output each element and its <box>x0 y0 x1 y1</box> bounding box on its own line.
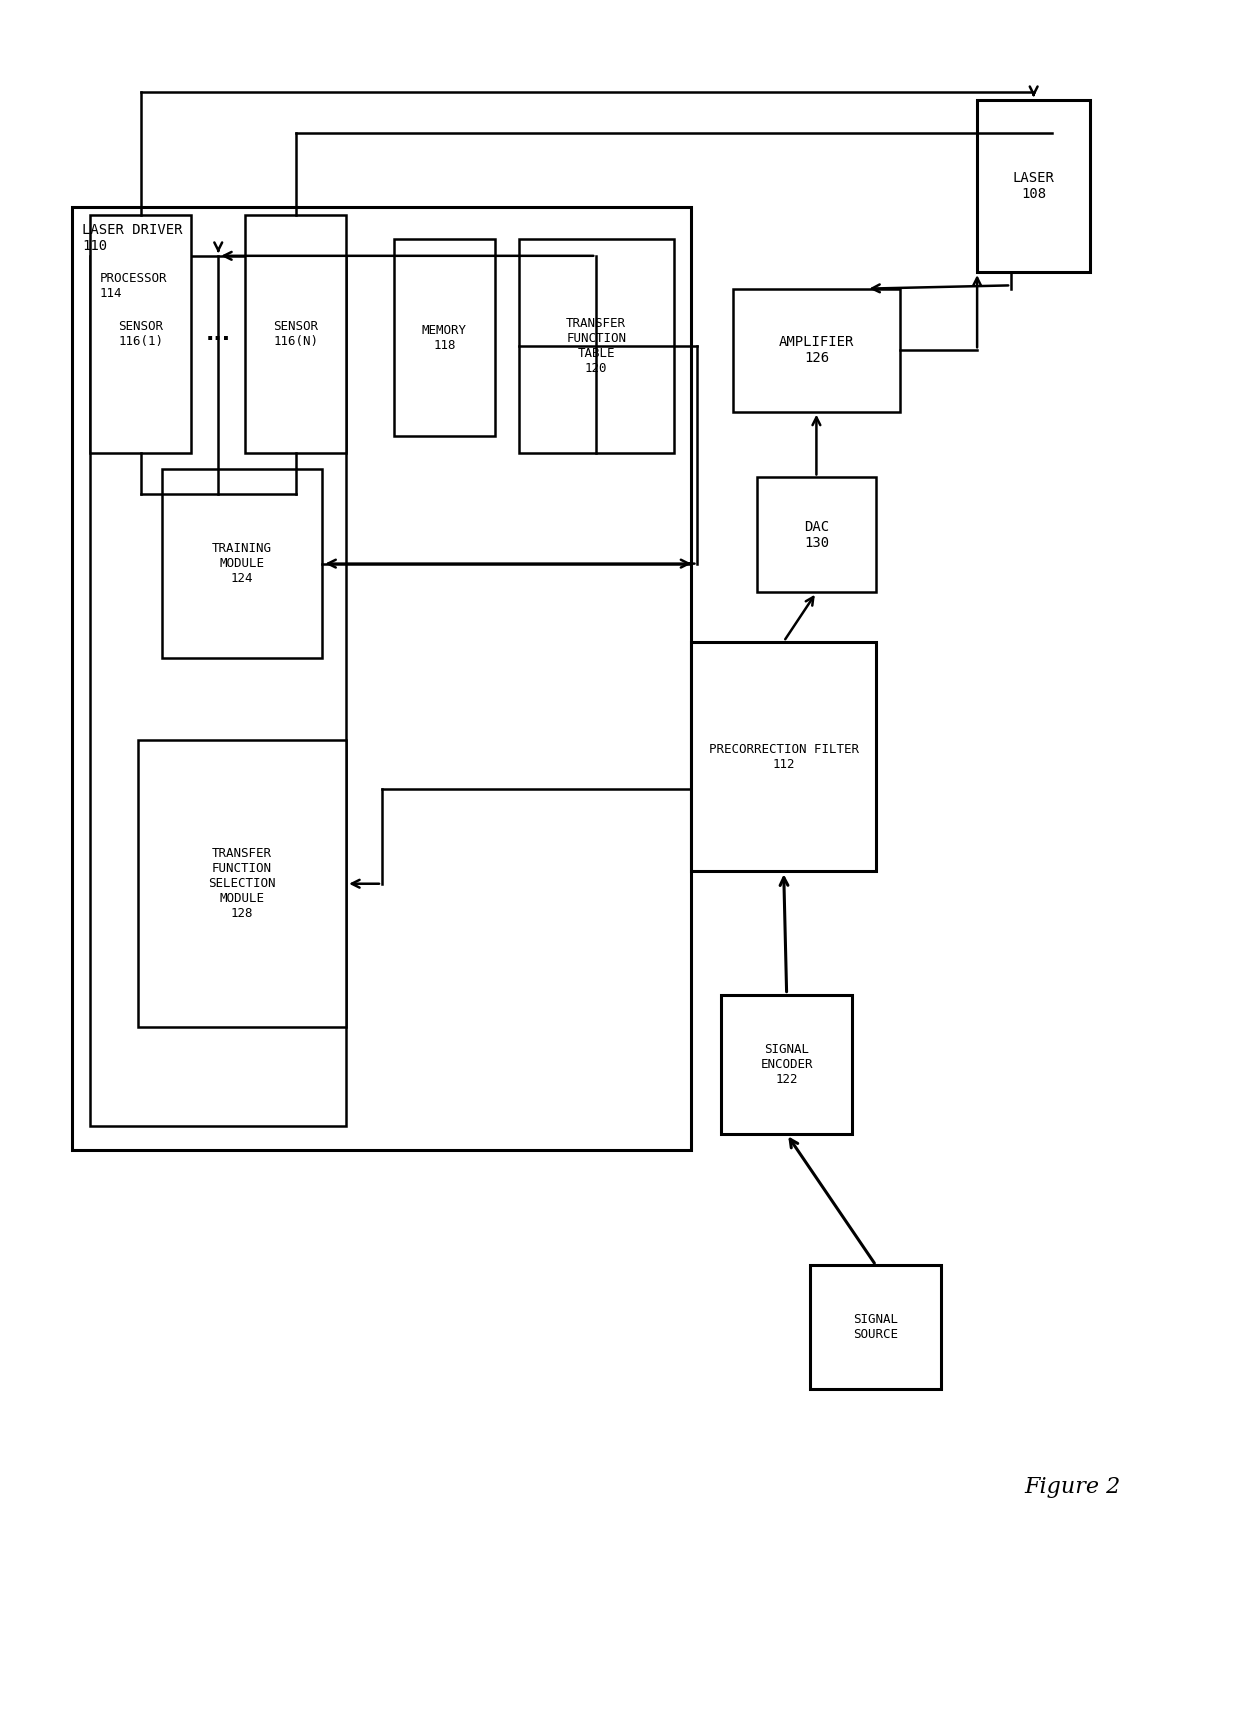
Text: Figure 2: Figure 2 <box>1024 1476 1121 1498</box>
Bar <box>722 995 852 1134</box>
Text: MEMORY
118: MEMORY 118 <box>422 323 467 352</box>
Text: SENSOR
116(1): SENSOR 116(1) <box>118 320 164 347</box>
Text: LASER
108: LASER 108 <box>1013 171 1054 202</box>
Bar <box>138 740 346 1028</box>
Bar <box>91 215 191 453</box>
Bar <box>756 477 875 592</box>
Text: TRANSFER
FUNCTION
SELECTION
MODULE
128: TRANSFER FUNCTION SELECTION MODULE 128 <box>208 846 275 920</box>
Text: PROCESSOR
114: PROCESSOR 114 <box>99 272 167 301</box>
Text: SENSOR
116(N): SENSOR 116(N) <box>273 320 319 347</box>
Text: PRECORRECTION FILTER
112: PRECORRECTION FILTER 112 <box>709 742 858 771</box>
Bar <box>977 99 1090 272</box>
Bar <box>161 469 322 658</box>
Text: LASER DRIVER
110: LASER DRIVER 110 <box>82 222 182 253</box>
Text: SIGNAL
ENCODER
122: SIGNAL ENCODER 122 <box>760 1043 813 1086</box>
Bar <box>246 215 346 453</box>
Text: TRAINING
MODULE
124: TRAINING MODULE 124 <box>212 542 272 585</box>
Bar <box>692 641 875 872</box>
Bar <box>91 256 346 1125</box>
Text: SIGNAL
SOURCE: SIGNAL SOURCE <box>853 1313 899 1341</box>
Bar <box>518 239 673 453</box>
Bar <box>394 239 495 436</box>
Text: DAC
130: DAC 130 <box>804 520 830 551</box>
Bar <box>811 1265 941 1389</box>
Text: AMPLIFIER
126: AMPLIFIER 126 <box>779 335 854 366</box>
Text: TRANSFER
FUNCTION
TABLE
120: TRANSFER FUNCTION TABLE 120 <box>567 316 626 374</box>
Bar <box>72 207 692 1151</box>
Bar <box>733 289 900 412</box>
Text: ...: ... <box>206 323 231 344</box>
